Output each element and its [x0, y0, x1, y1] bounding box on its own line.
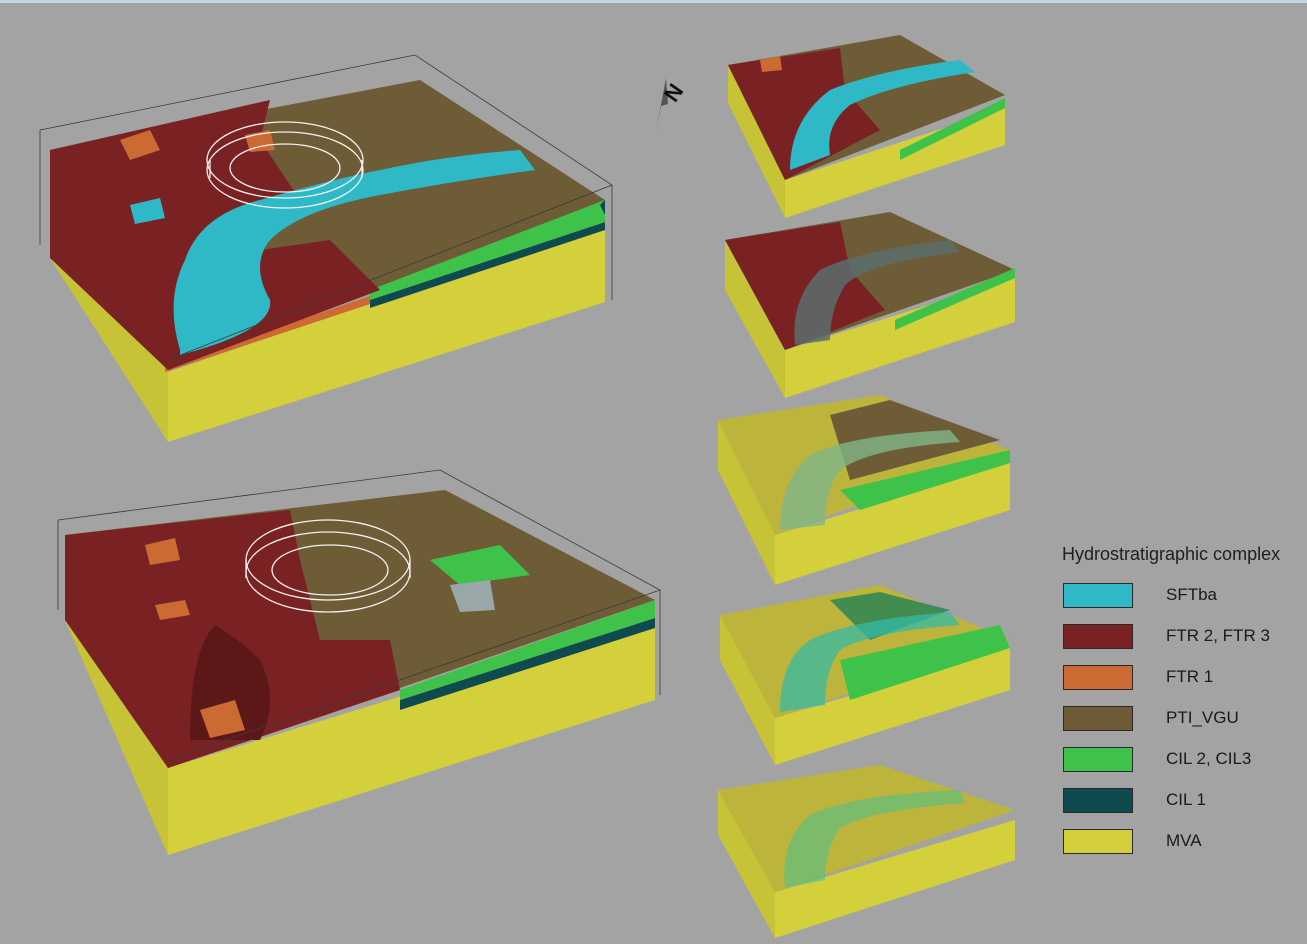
- block-model-small-4: [720, 585, 1010, 765]
- legend-swatch: [1063, 665, 1133, 690]
- colosseum-outline-2: [245, 519, 411, 613]
- block-model-small-1: [728, 35, 1005, 218]
- legend-label: CIL 2, CIL3: [1166, 749, 1252, 768]
- legend-item-mva: MVA: [1062, 829, 1302, 870]
- colosseum-outline-1: [206, 121, 364, 209]
- block1-sft-channel: [173, 150, 536, 355]
- legend-swatch: [1063, 788, 1133, 813]
- legend-swatch: [1063, 706, 1133, 731]
- block-model-top-left: [39, 54, 613, 442]
- legend-title: Hydrostratigraphic complex: [1062, 544, 1281, 564]
- legend: Hydrostratigraphic complex SFTba FTR 2, …: [1062, 543, 1302, 870]
- legend-label: MVA: [1166, 831, 1202, 850]
- legend-item-pti-vgu: PTI_VGU: [1062, 706, 1302, 747]
- north-arrow-icon: [656, 78, 668, 132]
- legend-swatch: [1063, 829, 1133, 854]
- legend-swatch: [1063, 624, 1133, 649]
- north-arrow: N: [640, 72, 700, 142]
- block1-south-face: [168, 222, 605, 442]
- block-model-small-3: [718, 395, 1010, 585]
- legend-label: FTR 1: [1166, 667, 1214, 686]
- legend-item-cil2-cil3: CIL 2, CIL3: [1062, 747, 1302, 788]
- legend-item-ftr1: FTR 1: [1062, 665, 1302, 706]
- legend-swatch: [1063, 747, 1133, 772]
- legend-label: FTR 2, FTR 3: [1166, 626, 1270, 645]
- block-model-small-2: [725, 212, 1015, 398]
- top-border: [0, 0, 1307, 3]
- block2-south-face: [168, 618, 655, 855]
- legend-item-sftba: SFTba: [1062, 583, 1302, 624]
- legend-item-cil1: CIL 1: [1062, 788, 1302, 829]
- legend-item-ftr2-ftr3: FTR 2, FTR 3: [1062, 624, 1302, 665]
- legend-swatch: [1063, 583, 1133, 608]
- legend-label: CIL 1: [1166, 790, 1207, 809]
- legend-label: PTI_VGU: [1166, 708, 1239, 727]
- block-model-bottom-left: [57, 469, 661, 855]
- block-model-small-5: [718, 765, 1015, 938]
- legend-label: SFTba: [1166, 585, 1218, 604]
